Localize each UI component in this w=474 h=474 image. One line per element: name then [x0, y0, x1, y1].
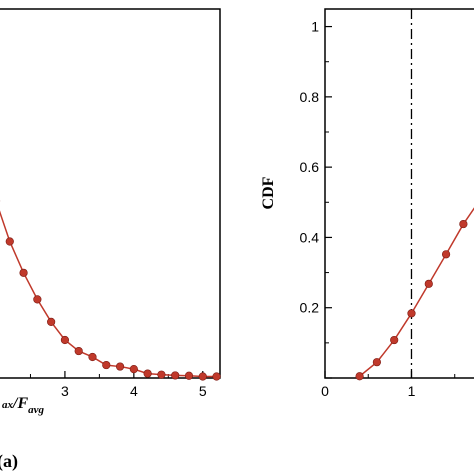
left-panel: 3 4 5 ax/Favg (a)	[0, 8, 221, 472]
right-x-tick-label: 0	[321, 383, 329, 399]
left-data-point	[19, 268, 28, 277]
right-series	[355, 207, 474, 381]
right-data-point	[424, 279, 433, 288]
left-x-axis-label-F: F	[16, 395, 28, 412]
left-x-tick-label: 4	[130, 383, 138, 399]
right-data-point	[390, 335, 399, 345]
right-data-point	[372, 358, 381, 367]
right-data-point	[441, 250, 451, 259]
right-panel: 0.2 0.4 0.6 0.8 1 0 1 CDF	[260, 8, 474, 399]
right-data-point	[459, 219, 468, 229]
left-plot-frame	[0, 8, 221, 379]
left-x-axis-label-main: ax	[2, 399, 14, 411]
left-x-axis-label: ax/Favg	[2, 395, 45, 416]
right-plot-frame	[324, 8, 474, 379]
right-series-line	[359, 207, 474, 377]
left-data-point	[88, 352, 97, 362]
left-x-tick-label: 3	[61, 383, 69, 399]
left-data-point	[74, 346, 83, 356]
right-data-point	[355, 372, 364, 381]
right-y-tick-label: 0.4	[300, 229, 320, 245]
right-y-tick-label: 0.8	[300, 89, 320, 105]
left-data-point	[184, 371, 194, 380]
right-axis-ticks: 0.2 0.4 0.6 0.8 1 0 1	[300, 19, 456, 399]
right-y-tick-label: 1	[311, 19, 319, 35]
left-data-point	[157, 370, 166, 379]
right-data-point	[407, 309, 416, 318]
left-series-line	[0, 210, 217, 378]
left-data-point	[5, 237, 14, 246]
panel-label-a: (a)	[0, 451, 18, 472]
right-y-tick-label: 0.2	[300, 300, 320, 316]
left-data-point	[102, 360, 111, 370]
left-x-axis-label-sep: /	[12, 395, 19, 412]
right-y-axis-label: CDF	[260, 176, 277, 209]
right-x-tick-label: 1	[408, 383, 416, 399]
left-data-point	[33, 295, 42, 304]
left-data-point	[198, 372, 207, 381]
left-data-point	[129, 365, 138, 374]
left-x-tick-label: 5	[199, 383, 207, 399]
left-data-point	[143, 369, 152, 378]
left-data-point	[60, 335, 70, 345]
left-data-point	[47, 317, 56, 327]
left-x-axis-label-sub: avg	[28, 404, 44, 416]
left-data-point	[171, 371, 180, 380]
right-y-tick-label: 0.6	[300, 159, 320, 175]
left-series	[0, 199, 221, 381]
left-data-point	[115, 362, 125, 371]
left-data-point	[212, 372, 221, 381]
